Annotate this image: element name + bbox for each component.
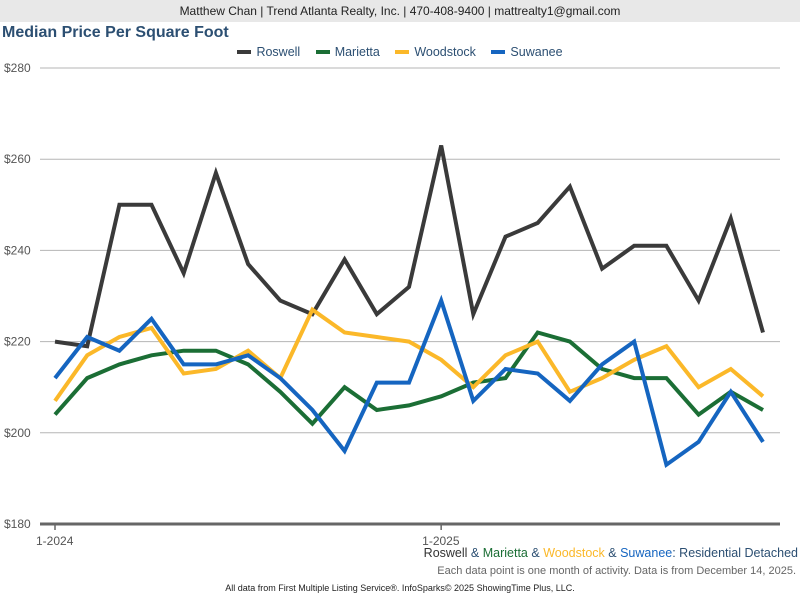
subtitle-suwanee: Suwanee	[620, 546, 673, 560]
legend-swatch-suwanee	[491, 49, 506, 54]
gridlines	[40, 67, 780, 526]
legend-swatch-roswell	[237, 49, 252, 54]
y-tick-label: $260	[4, 152, 31, 166]
data-note: Each data point is one month of activity…	[437, 565, 796, 577]
contact-bar: Matthew Chan | Trend Atlanta Realty, Inc…	[0, 0, 800, 22]
legend-swatch-marietta	[315, 49, 330, 54]
x-tick-label: 1-2025	[422, 534, 460, 545]
y-tick-label: $180	[4, 517, 31, 531]
subtitle-sep: &	[527, 546, 544, 560]
subtitle-roswell: Roswell	[423, 546, 468, 560]
contact-text: Matthew Chan | Trend Atlanta Realty, Inc…	[179, 4, 621, 18]
y-axis: $180 $200 $220 $240 $260 $280	[4, 61, 31, 531]
footer-credits: All data from First Multiple Listing Ser…	[225, 583, 575, 593]
y-tick-label: $240	[4, 243, 31, 257]
legend-item-suwanee[interactable]: Suwanee	[491, 45, 563, 59]
y-tick-label: $280	[4, 61, 31, 75]
series-line-suwanee	[53, 294, 765, 469]
x-axis: 1-2024 1-2025	[36, 524, 460, 545]
legend-label-roswell: Roswell	[256, 45, 301, 59]
series-line-woodstock	[53, 306, 765, 403]
legend-label-woodstock: Woodstock	[414, 45, 476, 59]
line-chart: $180 $200 $220 $240 $260 $280 1-2024 1-2025	[4, 61, 780, 545]
legend-item-woodstock[interactable]: Woodstock	[395, 45, 476, 59]
y-tick-label: $220	[4, 335, 31, 349]
series-line-roswell	[54, 145, 765, 349]
series-lines	[53, 145, 765, 469]
legend: Roswell Marietta Woodstock Suwanee	[0, 45, 800, 59]
y-tick-label: $200	[4, 426, 31, 440]
legend-swatch-woodstock	[395, 49, 410, 54]
legend-item-roswell[interactable]: Roswell	[237, 45, 300, 59]
legend-label-suwanee: Suwanee	[510, 45, 563, 59]
x-tick-label: 1-2024	[36, 534, 74, 545]
legend-item-marietta[interactable]: Marietta	[315, 45, 380, 59]
subtitle-suffix: : Residential Detached	[672, 546, 798, 560]
subtitle-woodstock: Woodstock	[543, 546, 605, 560]
chart-title: Median Price Per Square Foot	[2, 24, 229, 41]
subtitle-marietta: Marietta	[482, 546, 528, 560]
legend-label-marietta: Marietta	[334, 45, 380, 59]
subtitle-sep: &	[604, 546, 621, 560]
subtitle-sep: &	[467, 546, 483, 560]
chart-subtitle: Roswell & Marietta & Woodstock & Suwanee…	[424, 546, 798, 560]
